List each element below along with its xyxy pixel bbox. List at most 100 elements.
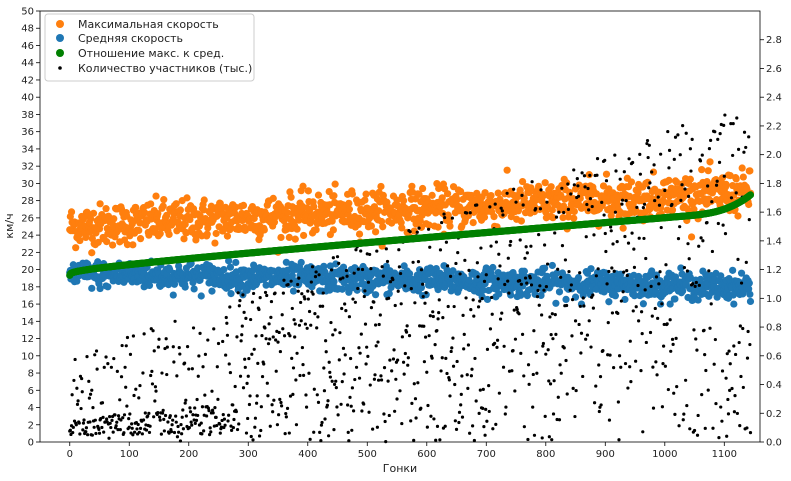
participants-point [734, 191, 738, 195]
participants-point [562, 210, 566, 215]
participants-point [531, 372, 535, 377]
participants-point [150, 382, 155, 386]
participants-point [531, 405, 535, 409]
participants-point [468, 431, 472, 435]
participants-point [720, 419, 724, 423]
participants-point [715, 179, 719, 183]
y-axis-label: км/ч [3, 213, 16, 238]
participants-point [547, 435, 551, 439]
participants-point [507, 291, 511, 295]
participants-point [108, 415, 112, 419]
participants-point [350, 386, 354, 390]
participants-point [326, 399, 330, 403]
y-tick-label: 6 [28, 386, 34, 397]
y-axis-left: 0246810121416182022242628303234363840424… [21, 7, 40, 449]
participants-point [193, 421, 197, 425]
participants-point [569, 192, 573, 196]
y-tick-label: 20 [21, 265, 34, 276]
participants-point [210, 389, 214, 393]
avg-speed-point [587, 265, 595, 273]
max-speed-point [260, 226, 268, 234]
participants-point [397, 248, 401, 252]
max-speed-point [129, 241, 137, 249]
participants-point [565, 392, 569, 396]
participants-point [613, 210, 618, 214]
participants-point [571, 386, 575, 390]
participants-point [288, 334, 292, 338]
participants-point [221, 413, 225, 417]
participants-point [423, 335, 428, 339]
participants-point [353, 377, 357, 382]
participants-point [296, 289, 300, 293]
participants-point [545, 262, 550, 266]
participants-point [562, 346, 566, 350]
participants-point [228, 305, 232, 309]
avg-speed-point [385, 289, 393, 298]
participants-point [301, 362, 305, 367]
participants-point [343, 353, 347, 357]
participants-point [499, 206, 503, 210]
participants-point [462, 332, 466, 336]
y-tick-label: 28 [21, 196, 34, 207]
max-speed-point [649, 168, 658, 176]
participants-point [303, 297, 307, 301]
participants-point [334, 379, 338, 383]
max-speed-point [453, 196, 461, 204]
participants-point [137, 396, 141, 400]
participants-point [245, 381, 249, 385]
participants-point [441, 316, 445, 320]
participants-point [239, 339, 243, 343]
y-tick-label: 34 [21, 144, 34, 155]
max-speed-point [132, 203, 140, 212]
max-speed-point [86, 215, 95, 223]
participants-point [690, 137, 694, 141]
participants-point [481, 406, 485, 410]
max-speed-point [277, 233, 285, 242]
y2-tick-label: 1.8 [766, 179, 782, 190]
participants-point [520, 332, 525, 336]
max-speed-point [547, 183, 555, 191]
participants-point [663, 188, 667, 193]
participants-point [657, 282, 661, 286]
participants-point [352, 271, 356, 275]
participants-point [548, 315, 552, 319]
participants-point [125, 335, 130, 340]
participants-point [465, 211, 469, 215]
participants-point [321, 291, 325, 295]
max-speed-point [348, 190, 356, 198]
participants-point [94, 431, 98, 436]
participants-point [560, 244, 565, 248]
participants-point [378, 313, 382, 317]
participants-point [738, 324, 742, 328]
participants-point [263, 326, 267, 330]
participants-point [93, 418, 97, 422]
participants-point [717, 160, 722, 164]
participants-point [506, 256, 510, 260]
y-tick-label: 50 [21, 7, 34, 18]
participants-point [523, 276, 528, 280]
participants-point [426, 227, 431, 231]
participants-point [332, 428, 336, 432]
participants-point [376, 378, 381, 382]
max-speed-point [367, 222, 376, 230]
avg-speed-point [197, 292, 205, 300]
participants-point [248, 394, 252, 398]
participants-point [90, 388, 94, 392]
participants-point [496, 277, 500, 281]
participants-point [706, 184, 710, 188]
participants-point [108, 421, 112, 425]
max-speed-point [269, 194, 277, 202]
x-tick-label: 1100 [712, 449, 737, 460]
participants-point [118, 428, 122, 432]
participants-point [154, 389, 158, 393]
participants-point [622, 170, 626, 174]
participants-point [174, 420, 178, 424]
participants-point [572, 168, 576, 172]
participants-point [433, 343, 437, 347]
participants-point [120, 343, 124, 348]
avg-speed-point [729, 266, 737, 274]
participants-point [409, 419, 413, 423]
participants-point [747, 218, 751, 222]
participants-point [249, 434, 253, 439]
max-speed-point [304, 187, 312, 195]
